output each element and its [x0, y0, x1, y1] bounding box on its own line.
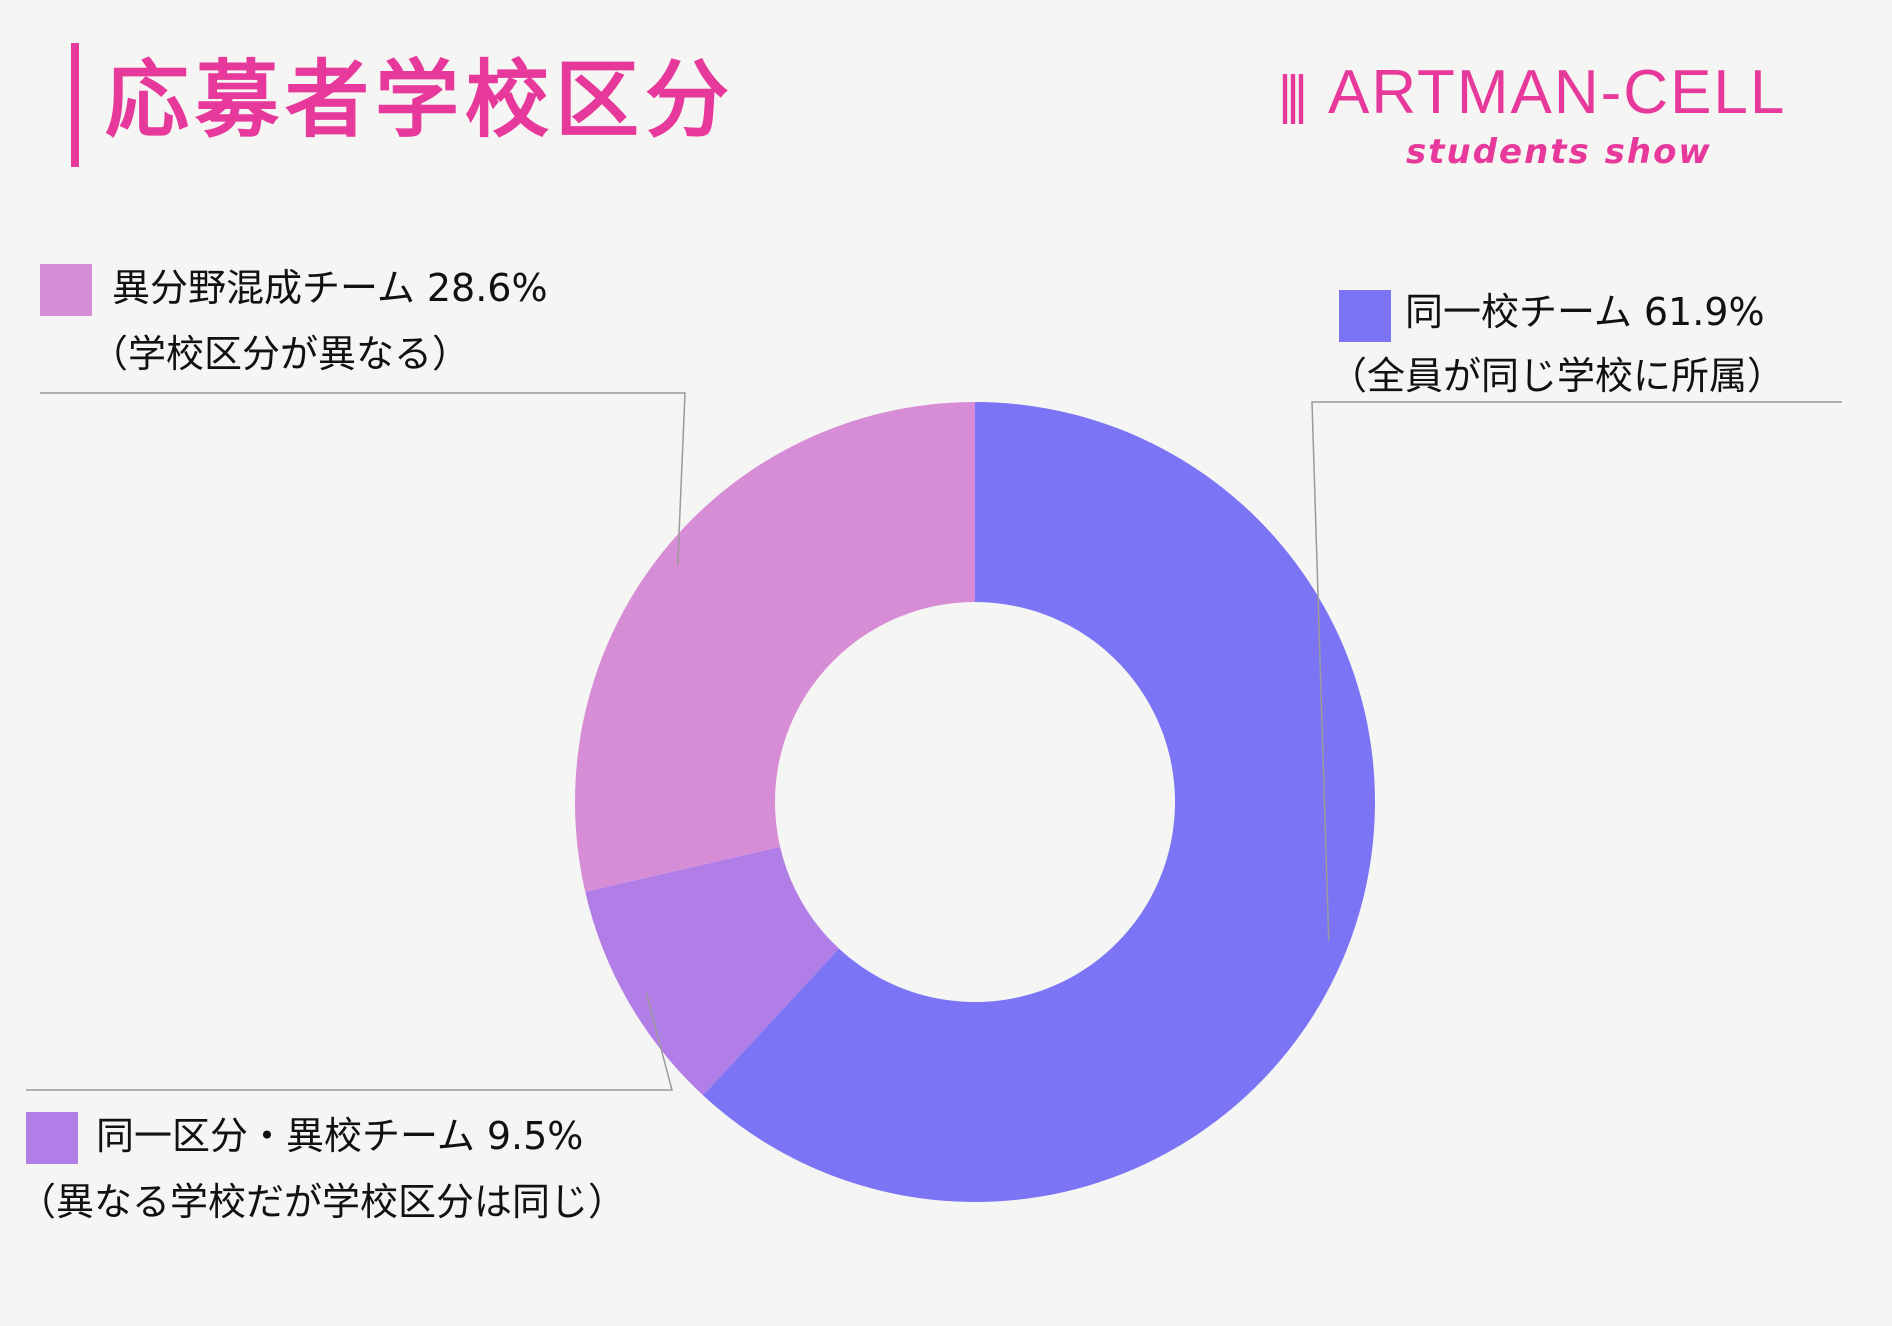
slice-same-category	[585, 846, 840, 1096]
label-name: 同一校チーム	[1405, 290, 1632, 334]
label-note: （全員が同じ学校に所属）	[1329, 354, 1786, 398]
label-note: （異なる学校だが学校区分は同じ）	[18, 1180, 627, 1224]
legend-swatch	[40, 264, 92, 316]
label-percent: 28.6%	[426, 266, 548, 310]
legend-swatch	[26, 1112, 78, 1164]
label-percent: 61.9%	[1643, 290, 1765, 334]
slice-same-school	[703, 402, 1375, 1202]
label-name: 異分野混成チーム	[112, 266, 415, 310]
label-note: （学校区分が異なる）	[90, 332, 471, 376]
slice-mixed-field	[575, 402, 975, 892]
title-accent-bar	[71, 43, 79, 167]
donut-slices	[575, 402, 1375, 1202]
brand-logo: ||| ARTMAN-CELL students show	[1278, 58, 1838, 178]
logo-tagline: students show	[1406, 132, 1712, 172]
leader-lines	[26, 392, 1842, 1091]
legend-swatch	[1339, 290, 1391, 342]
label-name: 同一区分・異校チーム	[96, 1114, 475, 1158]
page-title: 応募者学校区分	[105, 51, 736, 149]
leader-mixed-field	[40, 392, 686, 566]
leader-same-school	[1311, 401, 1842, 941]
leader-same-category	[26, 992, 673, 1091]
logo-name: ARTMAN-CELL	[1328, 58, 1787, 127]
label-percent: 9.5%	[486, 1114, 584, 1158]
